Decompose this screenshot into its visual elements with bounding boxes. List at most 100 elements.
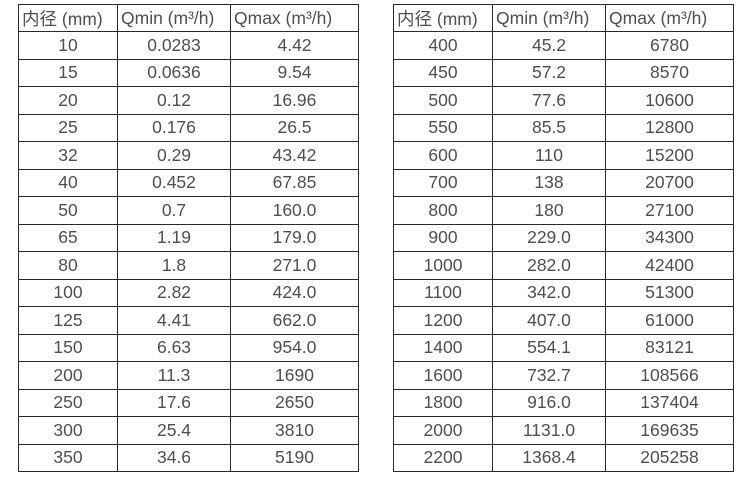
data-cell-qmax: 5190	[230, 443, 359, 472]
data-cell-qmin: 138	[492, 168, 606, 197]
data-cell-qmax: 137404	[605, 388, 734, 417]
data-cell-diameter: 1400	[393, 333, 493, 362]
data-cell-qmin: 4.41	[117, 306, 231, 335]
table-row: 25 0.176 26.5	[18, 113, 359, 142]
data-cell-qmin: 732.7	[492, 361, 606, 390]
spec-table-small-diameters: 内径 (mm) Qmin (m³/h) Qmax (m³/h) 10 0.0283 4.…	[18, 4, 359, 472]
data-cell-qmin: 1.19	[117, 223, 231, 252]
table-row: 450 57.2 8570	[393, 58, 734, 87]
table-row: 20 0.12 16.96	[18, 86, 359, 115]
data-cell-qmax: 42400	[605, 251, 734, 280]
data-cell-qmin: 17.6	[117, 388, 231, 417]
data-cell-qmin: 407.0	[492, 306, 606, 335]
data-cell-diameter: 800	[393, 196, 493, 225]
data-cell-qmin: 0.0636	[117, 58, 231, 87]
data-cell-diameter: 450	[393, 58, 493, 87]
table-row: 600 110 15200	[393, 141, 734, 170]
data-cell-qmax: 3810	[230, 416, 359, 445]
table-row: 40 0.452 67.85	[18, 168, 359, 197]
data-cell-qmin: 554.1	[492, 333, 606, 362]
table-row: 125 4.41 662.0	[18, 306, 359, 335]
data-cell-qmin: 2.82	[117, 278, 231, 307]
data-cell-diameter: 150	[18, 333, 118, 362]
data-cell-qmax: 8570	[605, 58, 734, 87]
data-cell-qmin: 1368.4	[492, 443, 606, 472]
data-cell-qmin: 25.4	[117, 416, 231, 445]
data-cell-qmin: 180	[492, 196, 606, 225]
data-cell-qmax: 4.42	[230, 31, 359, 60]
data-cell-diameter: 200	[18, 361, 118, 390]
table-row: 2000 1131.0 169635	[393, 416, 734, 445]
data-cell-qmax: 16.96	[230, 86, 359, 115]
table-row: 800 180 27100	[393, 196, 734, 225]
data-cell-qmin: 0.176	[117, 113, 231, 142]
table-row: 65 1.19 179.0	[18, 223, 359, 252]
data-cell-diameter: 400	[393, 31, 493, 60]
data-cell-diameter: 700	[393, 168, 493, 197]
data-cell-qmax: 1690	[230, 361, 359, 390]
data-cell-diameter: 40	[18, 168, 118, 197]
data-cell-diameter: 250	[18, 388, 118, 417]
data-cell-qmax: 179.0	[230, 223, 359, 252]
table-row: 15 0.0636 9.54	[18, 58, 359, 87]
table-row: 150 6.63 954.0	[18, 333, 359, 362]
table-row: 550 85.5 12800	[393, 113, 734, 142]
data-cell-qmax: 26.5	[230, 113, 359, 142]
data-cell-qmin: 0.12	[117, 86, 231, 115]
header-cell-qmin: Qmin (m³/h)	[117, 4, 231, 32]
data-cell-qmax: 169635	[605, 416, 734, 445]
data-cell-diameter: 32	[18, 141, 118, 170]
data-cell-qmin: 229.0	[492, 223, 606, 252]
data-cell-qmax: 67.85	[230, 168, 359, 197]
table-row: 700 138 20700	[393, 168, 734, 197]
data-cell-qmax: 205258	[605, 443, 734, 472]
data-cell-qmin: 85.5	[492, 113, 606, 142]
data-cell-qmin: 0.29	[117, 141, 231, 170]
data-cell-diameter: 300	[18, 416, 118, 445]
data-cell-qmin: 916.0	[492, 388, 606, 417]
table-row: 100 2.82 424.0	[18, 278, 359, 307]
data-cell-qmax: 61000	[605, 306, 734, 335]
data-cell-qmax: 43.42	[230, 141, 359, 170]
table-row: 350 34.6 5190	[18, 443, 359, 472]
header-row: 内径 (mm) Qmin (m³/h) Qmax (m³/h)	[18, 4, 359, 32]
header-cell-diameter: 内径 (mm)	[18, 4, 118, 32]
header-cell-diameter: 内径 (mm)	[393, 4, 493, 32]
table-row: 10 0.0283 4.42	[18, 31, 359, 60]
data-cell-qmin: 1131.0	[492, 416, 606, 445]
table-row: 1600 732.7 108566	[393, 361, 734, 390]
data-cell-diameter: 350	[18, 443, 118, 472]
data-cell-qmin: 110	[492, 141, 606, 170]
data-cell-qmax: 160.0	[230, 196, 359, 225]
table-row: 400 45.2 6780	[393, 31, 734, 60]
table-row: 200 11.3 1690	[18, 361, 359, 390]
data-cell-qmin: 6.63	[117, 333, 231, 362]
data-cell-qmax: 27100	[605, 196, 734, 225]
table-row: 900 229.0 34300	[393, 223, 734, 252]
data-cell-qmin: 77.6	[492, 86, 606, 115]
data-cell-diameter: 25	[18, 113, 118, 142]
table-row: 80 1.8 271.0	[18, 251, 359, 280]
data-cell-diameter: 15	[18, 58, 118, 87]
data-cell-qmin: 0.0283	[117, 31, 231, 60]
data-cell-qmin: 0.7	[117, 196, 231, 225]
table-row: 1200 407.0 61000	[393, 306, 734, 335]
data-cell-diameter: 500	[393, 86, 493, 115]
header-cell-qmax: Qmax (m³/h)	[230, 4, 359, 32]
table-row: 50 0.7 160.0	[18, 196, 359, 225]
data-cell-qmin: 34.6	[117, 443, 231, 472]
table-row: 1100 342.0 51300	[393, 278, 734, 307]
data-cell-diameter: 1200	[393, 306, 493, 335]
data-cell-diameter: 20	[18, 86, 118, 115]
data-cell-qmax: 51300	[605, 278, 734, 307]
table-row: 1000 282.0 42400	[393, 251, 734, 280]
data-cell-qmax: 83121	[605, 333, 734, 362]
spec-table-large-diameters: 内径 (mm) Qmin (m³/h) Qmax (m³/h) 400 45.2 678…	[393, 4, 734, 472]
data-cell-qmax: 954.0	[230, 333, 359, 362]
data-cell-diameter: 2000	[393, 416, 493, 445]
data-cell-diameter: 900	[393, 223, 493, 252]
header-cell-qmax: Qmax (m³/h)	[605, 4, 734, 32]
data-cell-diameter: 125	[18, 306, 118, 335]
data-cell-qmin: 0.452	[117, 168, 231, 197]
